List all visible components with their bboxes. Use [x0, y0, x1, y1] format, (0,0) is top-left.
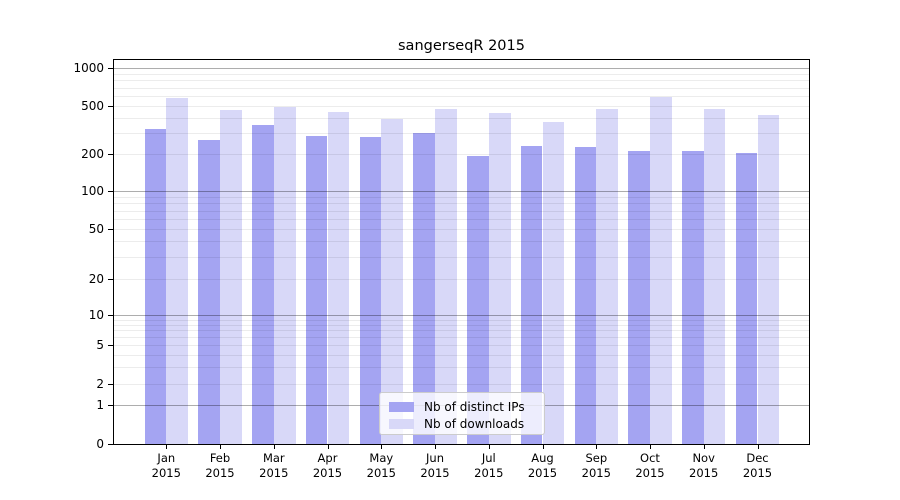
bar-distinct-ips-mar: [252, 125, 274, 444]
x-tick-label-mar: Mar 2015: [259, 451, 289, 480]
y-tick-label-200: 200: [81, 147, 104, 161]
bar-downloads-mar: [273, 107, 296, 444]
y-tick-5: [108, 345, 113, 346]
legend-swatch-downloads: [389, 418, 414, 429]
y-tick-label-10: 10: [88, 308, 104, 322]
bar-distinct-ips-sep: [574, 147, 597, 444]
x-tick-label-sep: Sep 2015: [581, 451, 611, 480]
y-tick-label-0: 0: [96, 437, 104, 451]
bar-distinct-ips-jun: [413, 132, 435, 444]
bar-distinct-ips-aug: [520, 146, 543, 444]
y-tick-2: [108, 384, 113, 385]
x-tick-jan: [166, 445, 168, 449]
legend-label-downloads: Nb of downloads: [424, 416, 525, 431]
y-tick-500: [108, 106, 113, 107]
bar-downloads-nov: [703, 109, 726, 444]
bar-distinct-ips-nov: [681, 151, 704, 444]
y-tick-1: [108, 405, 113, 406]
x-tick-oct: [650, 445, 651, 449]
x-tick-apr: [327, 445, 329, 449]
y-tick-10: [108, 315, 113, 316]
y-tick-label-100: 100: [81, 184, 104, 198]
bar-downloads-feb: [220, 109, 242, 444]
bar-downloads-apr: [327, 112, 350, 444]
bar-distinct-ips-apr: [305, 136, 328, 444]
minor-gridline-500: [114, 106, 809, 107]
legend-item-distinct-ips: Nb of distinct IPs: [389, 398, 535, 415]
x-tick-label-aug: Aug 2015: [527, 451, 558, 480]
x-tick-label-feb: Feb 2015: [205, 451, 235, 480]
y-tick-label-500: 500: [81, 99, 104, 113]
minor-gridline-900: [114, 73, 809, 75]
legend-swatch-distinct-ips: [389, 401, 414, 412]
x-tick-mar: [273, 445, 275, 449]
y-tick-200: [108, 154, 113, 155]
x-tick-dec: [757, 445, 759, 449]
bar-downloads-jul: [488, 113, 511, 444]
bar-downloads-oct: [650, 96, 672, 444]
plot-area: [113, 59, 810, 445]
minor-gridline-600: [114, 96, 809, 97]
x-tick-label-nov: Nov 2015: [689, 451, 719, 480]
x-tick-label-jun: Jun 2015: [420, 451, 450, 480]
x-tick-feb: [220, 445, 221, 449]
y-tick-50: [108, 229, 113, 230]
y-tick-label-50: 50: [88, 222, 104, 236]
x-tick-jul: [488, 445, 490, 449]
bar-downloads-jan: [166, 98, 189, 444]
y-tick-label-1: 1: [96, 398, 104, 412]
x-tick-label-oct: Oct 2015: [635, 451, 665, 480]
y-tick-100: [108, 191, 113, 192]
x-tick-may: [381, 445, 383, 449]
bar-distinct-ips-jan: [144, 128, 167, 444]
bar-distinct-ips-dec: [735, 153, 758, 444]
x-tick-label-may: May 2015: [366, 451, 396, 480]
bar-downloads-aug: [542, 121, 565, 444]
y-tick-20: [108, 279, 113, 280]
x-tick-aug: [542, 445, 544, 449]
legend-item-downloads: Nb of downloads: [389, 415, 535, 432]
bar-downloads-jun: [435, 109, 457, 444]
y-tick-label-5: 5: [96, 338, 104, 352]
x-tick-label-jul: Jul 2015: [474, 451, 504, 480]
legend-label-distinct-ips: Nb of distinct IPs: [424, 399, 525, 414]
bar-downloads-sep: [596, 109, 619, 444]
y-tick-0: [108, 444, 113, 445]
bar-distinct-ips-may: [359, 137, 382, 444]
bar-downloads-dec: [757, 115, 780, 444]
chart-title: sangerseqR 2015: [398, 38, 525, 54]
bar-downloads-may: [381, 119, 404, 444]
x-tick-sep: [596, 445, 598, 449]
x-tick-label-dec: Dec 2015: [742, 451, 773, 480]
bar-distinct-ips-feb: [198, 140, 220, 444]
y-tick-1000: [108, 68, 113, 69]
minor-gridline-800: [114, 80, 809, 82]
legend: Nb of distinct IPs Nb of downloads: [379, 392, 545, 435]
x-tick-label-jan: Jan 2015: [151, 451, 181, 480]
x-tick-label-apr: Apr 2015: [312, 451, 343, 480]
y-tick-label-20: 20: [88, 272, 104, 286]
bar-distinct-ips-oct: [628, 150, 650, 444]
major-gridline-1000: [114, 68, 809, 69]
minor-gridline-700: [114, 87, 809, 89]
x-tick-jun: [435, 445, 436, 449]
x-tick-nov: [703, 445, 705, 449]
y-tick-label-1000: 1000: [73, 61, 104, 75]
bar-distinct-ips-jul: [467, 155, 489, 444]
y-tick-label-2: 2: [96, 377, 104, 391]
